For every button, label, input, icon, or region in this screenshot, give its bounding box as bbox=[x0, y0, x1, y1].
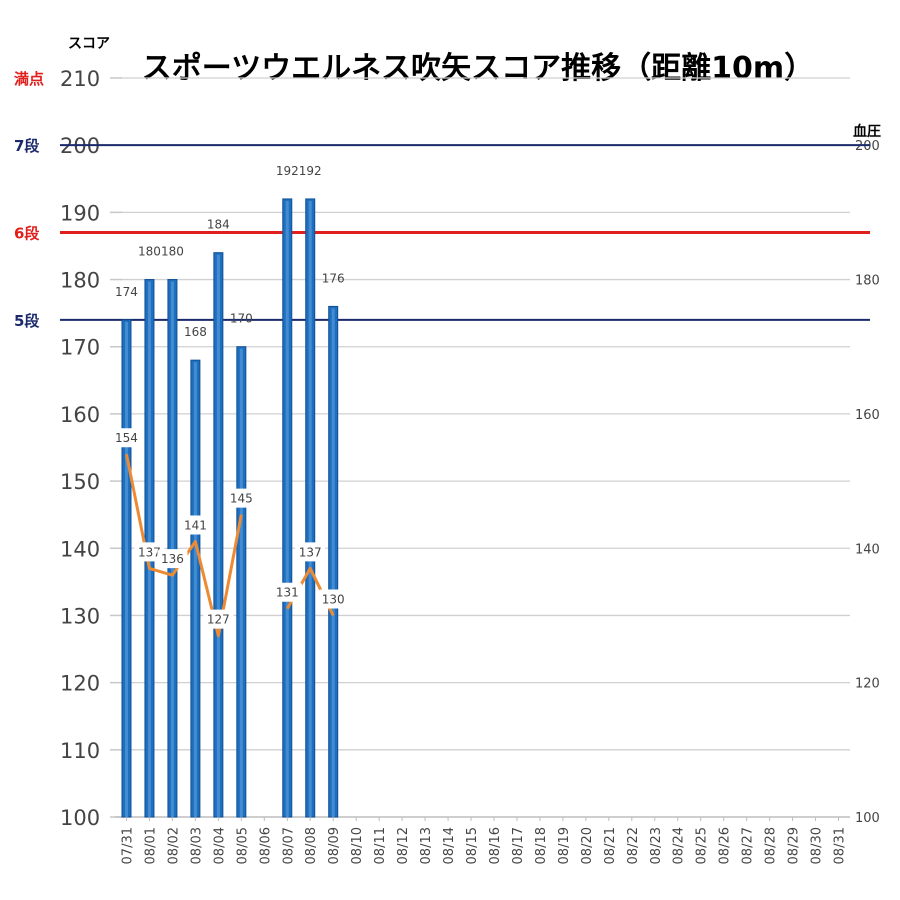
x-tick-label: 08/01 bbox=[143, 827, 158, 864]
x-tick-label: 08/15 bbox=[465, 827, 480, 864]
y-tick-label-left: 120 bbox=[60, 672, 100, 696]
reference-label: 6段 bbox=[14, 225, 39, 243]
x-tick-label: 08/26 bbox=[718, 827, 733, 864]
x-tick-label: 07/31 bbox=[120, 827, 135, 864]
y-axis-title-right: 血圧 bbox=[853, 123, 881, 140]
x-tick-label: 08/12 bbox=[396, 827, 411, 864]
y-tick-label-right: 100 bbox=[855, 811, 880, 826]
x-tick-label: 08/09 bbox=[327, 827, 342, 864]
x-tick-label: 08/03 bbox=[189, 827, 204, 864]
x-tick-label: 08/19 bbox=[557, 827, 572, 864]
line-value-label: 145 bbox=[230, 492, 253, 506]
x-tick-label: 08/25 bbox=[695, 827, 710, 864]
line-label-box bbox=[318, 589, 349, 609]
x-tick-label: 08/27 bbox=[741, 827, 756, 864]
reference-label: 7段 bbox=[14, 137, 39, 155]
chart-title: スポーツウエルネス吹矢スコア推移（距離10m） bbox=[142, 51, 814, 86]
x-tick-label: 08/24 bbox=[672, 827, 687, 864]
x-tick-label: 08/18 bbox=[534, 827, 549, 864]
bar-value-label: 176 bbox=[322, 271, 345, 285]
bar-value-label: 180 bbox=[138, 245, 161, 259]
y-axis-right: 100 120 140 160 180 200 bbox=[855, 139, 880, 826]
bar-highlight bbox=[216, 254, 220, 817]
line-value-label: 131 bbox=[276, 586, 299, 600]
bar-value-label: 168 bbox=[184, 325, 207, 339]
reference-label: 5段 bbox=[14, 312, 39, 330]
bar-highlight bbox=[308, 200, 312, 818]
bar-highlight bbox=[331, 308, 335, 817]
x-tick-label: 08/31 bbox=[833, 827, 848, 864]
line-label-box bbox=[157, 549, 188, 569]
line-value-label: 154 bbox=[115, 431, 138, 445]
line-value-label: 136 bbox=[161, 552, 184, 566]
y-tick-label-right: 160 bbox=[855, 408, 880, 423]
x-tick-label: 08/20 bbox=[580, 827, 595, 864]
y-tick-label-left: 130 bbox=[60, 604, 100, 628]
bar-value-label: 184 bbox=[207, 218, 230, 232]
x-tick-label: 08/04 bbox=[212, 827, 227, 864]
x-tick-label: 08/08 bbox=[304, 827, 319, 864]
bar-value-label: 192 bbox=[299, 164, 322, 178]
bar-value-label: 174 bbox=[115, 285, 138, 299]
line-label-box bbox=[203, 609, 234, 629]
y-axis-title-left: スコア bbox=[68, 36, 110, 52]
x-tick-label: 08/29 bbox=[787, 827, 802, 864]
x-tick-label: 08/28 bbox=[764, 827, 779, 864]
bar-highlight bbox=[193, 362, 197, 817]
line-value-label: 127 bbox=[207, 613, 230, 627]
line-label-box bbox=[111, 428, 142, 448]
bar-value-label: 170 bbox=[230, 312, 253, 326]
y-tick-label-right: 200 bbox=[855, 139, 880, 154]
line-value-label: 137 bbox=[299, 545, 322, 559]
x-tick-label: 08/11 bbox=[373, 827, 388, 864]
y-tick-label-left: 150 bbox=[60, 470, 100, 494]
reference-label: 満点 bbox=[14, 70, 44, 88]
y-tick-label-left: 180 bbox=[60, 269, 100, 293]
y-tick-label-left: 190 bbox=[60, 201, 100, 225]
x-tick-label: 08/13 bbox=[419, 827, 434, 864]
reference-lines: 満点 7段 6段 5段 bbox=[14, 70, 870, 330]
x-tick-label: 08/21 bbox=[603, 827, 618, 864]
line-label-box bbox=[272, 582, 303, 602]
y-tick-label-left: 100 bbox=[60, 806, 100, 830]
y-tick-label-left: 210 bbox=[60, 67, 100, 91]
y-tick-label-right: 120 bbox=[855, 677, 880, 692]
y-tick-label-left: 140 bbox=[60, 537, 100, 561]
line-value-label: 141 bbox=[184, 519, 207, 533]
line-label-box bbox=[295, 542, 326, 562]
y-tick-label-right: 140 bbox=[855, 542, 880, 557]
x-tick-label: 08/06 bbox=[258, 827, 273, 864]
x-tick-label: 08/07 bbox=[281, 827, 296, 864]
line-label-box bbox=[226, 488, 257, 508]
x-tick-label: 08/16 bbox=[488, 827, 503, 864]
x-tick-label: 08/05 bbox=[235, 827, 250, 864]
bar-value-label: 180 bbox=[161, 245, 184, 259]
bar-value-label: 192 bbox=[276, 164, 299, 178]
x-tick-label: 08/23 bbox=[649, 827, 664, 864]
x-tick-label: 08/30 bbox=[810, 827, 825, 864]
score-bars bbox=[121, 198, 339, 818]
line-label-box bbox=[134, 542, 165, 562]
bar-highlight bbox=[239, 348, 243, 817]
y-tick-label-left: 170 bbox=[60, 336, 100, 360]
x-tick-label: 08/17 bbox=[511, 827, 526, 864]
line-value-label: 137 bbox=[138, 545, 161, 559]
bar-highlight bbox=[285, 200, 289, 818]
line-value-label: 130 bbox=[322, 592, 345, 606]
x-tick-label: 08/14 bbox=[442, 827, 457, 864]
x-axis: 07/31 08/01 08/02 08/03 08/04 08/05 08/06 08/07… bbox=[120, 817, 848, 864]
y-tick-label-right: 180 bbox=[855, 274, 880, 289]
bar-highlight bbox=[124, 321, 128, 817]
y-tick-label-left: 160 bbox=[60, 403, 100, 427]
x-tick-label: 08/10 bbox=[350, 827, 365, 864]
x-tick-label: 08/02 bbox=[166, 827, 181, 864]
line-label-box bbox=[180, 515, 211, 535]
x-tick-label: 08/22 bbox=[626, 827, 641, 864]
y-tick-label-left: 110 bbox=[60, 739, 100, 763]
